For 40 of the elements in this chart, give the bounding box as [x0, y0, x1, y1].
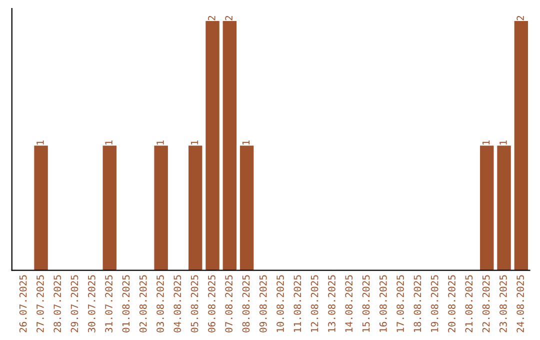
- x-tick-label: 29.07.2025: [70, 275, 78, 332]
- x-tick-label: 02.08.2025: [139, 275, 147, 332]
- x-tick-label: 13.08.2025: [328, 275, 336, 332]
- data-label: 2: [208, 16, 216, 20]
- x-tick-label: 04.08.2025: [174, 275, 182, 332]
- x-tick-label: 12.08.2025: [310, 275, 318, 332]
- data-label: 1: [36, 140, 44, 144]
- x-tick-label: 09.08.2025: [259, 275, 267, 332]
- x-tick-label: 16.08.2025: [379, 275, 387, 332]
- data-label: 2: [225, 16, 232, 20]
- x-tick-label: 21.08.2025: [465, 275, 473, 332]
- x-tick-label: 31.07.2025: [105, 275, 112, 332]
- data-label: 1: [105, 140, 112, 144]
- data-label: 1: [156, 140, 164, 144]
- x-tick-label: 10.08.2025: [276, 275, 284, 332]
- data-label: 1: [500, 140, 507, 144]
- data-label: 1: [190, 140, 198, 144]
- x-tick-label: 06.08.2025: [208, 275, 216, 332]
- data-label: 1: [242, 140, 250, 144]
- x-tick-label: 11.08.2025: [294, 275, 302, 332]
- data-label: 2: [516, 16, 524, 20]
- x-tick-label: 15.08.2025: [362, 275, 370, 332]
- x-tick-label: 27.07.2025: [36, 275, 44, 332]
- x-tick-label: 19.08.2025: [430, 275, 438, 332]
- x-tick-label: 23.08.2025: [500, 275, 507, 332]
- x-tick-label: 05.08.2025: [190, 275, 198, 332]
- x-tick-label: 20.08.2025: [448, 275, 456, 332]
- x-tick-label: 28.07.2025: [54, 275, 62, 332]
- x-tick-label: 22.08.2025: [482, 275, 490, 332]
- x-tick-label: 07.08.2025: [225, 275, 232, 332]
- data-label: 1: [482, 140, 490, 144]
- x-tick-label: 08.08.2025: [242, 275, 250, 332]
- x-tick-label: 18.08.2025: [414, 275, 422, 332]
- x-tick-label: 17.08.2025: [396, 275, 404, 332]
- x-tick-label: 14.08.2025: [345, 275, 353, 332]
- x-tick-label: 03.08.2025: [156, 275, 164, 332]
- x-tick-label: 26.07.2025: [19, 275, 27, 332]
- x-tick-label: 24.08.2025: [516, 275, 524, 332]
- x-tick-label: 01.08.2025: [122, 275, 130, 332]
- x-tick-label: 30.07.2025: [88, 275, 96, 332]
